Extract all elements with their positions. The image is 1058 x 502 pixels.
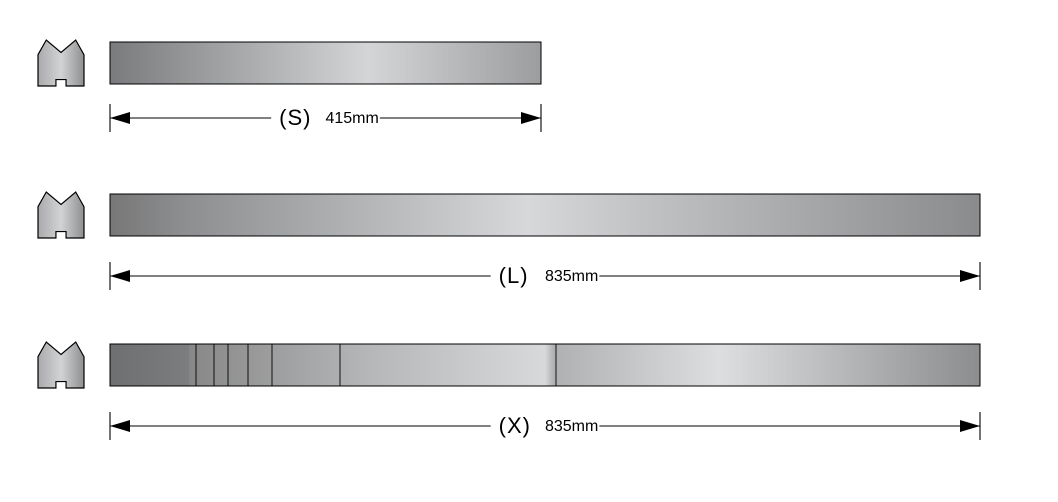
dim-small-code: (S) (279, 105, 311, 130)
dim-small-arrow-left (110, 112, 130, 124)
profile-icon (38, 40, 84, 86)
bar-large (110, 194, 980, 236)
profile-icon (38, 192, 84, 238)
bar-segmented (110, 344, 980, 386)
bar-small (110, 42, 541, 84)
dim-small-length: 415mm (325, 110, 378, 127)
dim-segmented-arrow-right (960, 420, 980, 432)
dim-small-arrow-right (521, 112, 541, 124)
dim-large-arrow-right (960, 270, 980, 282)
dim-segmented-arrow-left (110, 420, 130, 432)
dim-large-length: 835mm (545, 268, 598, 285)
dim-large-arrow-left (110, 270, 130, 282)
profile-icon (38, 342, 84, 388)
diagram-svg: (S) 415mm (L) 835mm (X) 835mm (0, 0, 1058, 502)
dim-large-code: (L) (499, 263, 529, 288)
dim-segmented-length: 835mm (545, 418, 598, 435)
dim-segmented-code: (X) (499, 413, 531, 438)
